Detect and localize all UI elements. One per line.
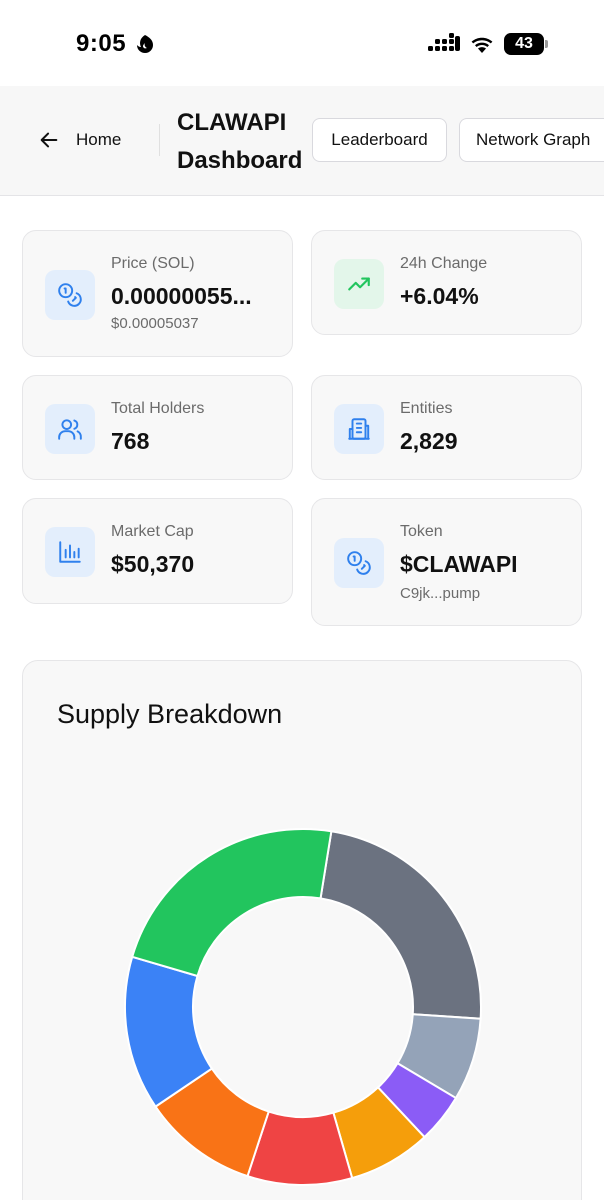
donut-slice[interactable] — [319, 830, 482, 1020]
coins-icon — [334, 538, 384, 588]
focus-mode-icon — [137, 35, 153, 53]
market-cap-value: $50,370 — [111, 551, 195, 577]
bar-chart-icon — [45, 527, 95, 577]
cellular-signal-icon — [428, 33, 460, 51]
token-address: C9jk...pump — [400, 585, 481, 602]
status-bar: 9:05 43 — [0, 0, 604, 86]
users-icon — [45, 404, 95, 454]
token-label: Token — [400, 523, 443, 540]
change-label: 24h Change — [400, 255, 488, 272]
arrow-left-icon — [40, 132, 58, 148]
entities-value: 2,829 — [400, 428, 458, 454]
battery-indicator: 43 — [504, 33, 548, 55]
token-value: $CLAWAPI — [400, 551, 518, 577]
holders-card: Total Holders 768 — [22, 375, 293, 480]
token-card: Token $CLAWAPI C9jk...pump — [311, 498, 582, 626]
price-value: 0.00000055... — [111, 283, 252, 309]
coins-icon — [45, 270, 95, 320]
dashboard-header: Home CLAWAPI Dashboard Leaderboard Netwo… — [0, 86, 604, 196]
change-card: 24h Change +6.04% — [311, 230, 582, 335]
donut-slice[interactable] — [130, 828, 333, 978]
leaderboard-button[interactable]: Leaderboard — [312, 118, 447, 162]
entities-label: Entities — [400, 400, 453, 417]
trending-up-icon — [334, 259, 384, 309]
price-label: Price (SOL) — [111, 255, 195, 272]
building-icon — [334, 404, 384, 454]
price-card: Price (SOL) 0.00000055... $0.00005037 — [22, 230, 293, 357]
supply-title: Supply Breakdown — [57, 699, 283, 729]
battery-level: 43 — [515, 35, 533, 52]
wifi-icon — [471, 37, 493, 53]
entities-card: Entities 2,829 — [311, 375, 582, 480]
price-usd: $0.00005037 — [111, 315, 199, 332]
market-cap-label: Market Cap — [111, 523, 194, 540]
home-back-link[interactable]: Home — [38, 126, 121, 154]
network-graph-button[interactable]: Network Graph — [459, 118, 604, 162]
supply-donut-chart — [124, 828, 482, 1186]
battery-tip — [545, 40, 548, 48]
supply-breakdown-panel: Supply Breakdown — [22, 660, 582, 1200]
market-cap-card: Market Cap $50,370 — [22, 498, 293, 604]
holders-value: 768 — [111, 428, 150, 454]
battery-icon — [504, 33, 544, 55]
change-value: +6.04% — [400, 283, 479, 309]
header-divider — [159, 124, 160, 156]
page-title: CLAWAPI Dashboard — [177, 109, 303, 174]
holders-label: Total Holders — [111, 400, 205, 417]
status-time: 9:05 — [76, 30, 127, 57]
home-label: Home — [76, 130, 122, 149]
